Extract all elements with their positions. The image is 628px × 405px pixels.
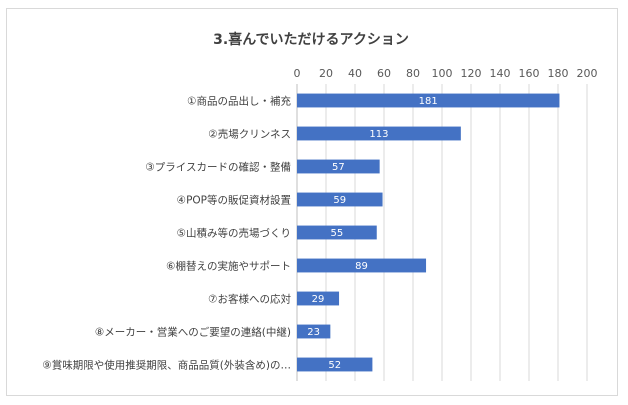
chart-frame: 3.喜んでいただけるアクション 0 20 40 60 80 100 120 140 160 180…: [6, 8, 618, 396]
category-label: ⑧メーカー・営業へのご要望の連絡(中継): [95, 326, 291, 339]
category-label: ①商品の品出し・補充: [187, 95, 291, 108]
data-label: 29: [312, 294, 325, 305]
bar: [297, 159, 380, 174]
bar: [297, 258, 427, 273]
value-labels: 181 113 57 59 55 89 29 23 52: [307, 96, 437, 371]
bars: [297, 93, 560, 372]
data-label: 181: [419, 96, 438, 107]
category-labels: ①商品の品出し・補充 ②売場クリンネス ③プライスカードの確認・整備 ④POP等の販促…: [42, 95, 291, 372]
x-tick-label: 40: [348, 67, 362, 80]
bar: [297, 357, 373, 372]
data-label: 57: [332, 162, 345, 173]
category-label: ⑦お客様への応対: [208, 293, 291, 306]
bar: [297, 93, 560, 108]
bar: [297, 192, 383, 207]
bar: [297, 291, 340, 306]
category-label: ⑨賞味期限や使用推奨期限、商品品質(外装含め)の…: [42, 359, 291, 372]
data-label: 55: [331, 228, 344, 239]
category-label: ②売場クリンネス: [208, 128, 291, 141]
category-label: ⑥棚替えの実施やサポート: [166, 260, 291, 273]
x-tick-label: 120: [461, 67, 482, 80]
bar: [297, 225, 377, 240]
category-label: ⑤山積み等の売場づくり: [177, 227, 291, 240]
bar: [297, 324, 331, 339]
x-tick-label: 160: [519, 67, 540, 80]
x-axis-ticks: 0 20 40 60 80 100 120 140 160 180 200: [294, 67, 598, 80]
x-tick-label: 0: [294, 67, 301, 80]
x-tick-label: 80: [406, 67, 420, 80]
bar: [297, 126, 461, 141]
data-label: 113: [369, 129, 388, 140]
chart-title: 3.喜んでいただけるアクション: [213, 31, 409, 48]
x-tick-label: 20: [319, 67, 333, 80]
x-tick-label: 180: [548, 67, 569, 80]
x-tick-label: 200: [577, 67, 598, 80]
bar-chart: 3.喜んでいただけるアクション 0 20 40 60 80 100 120 140 160 180…: [42, 31, 598, 381]
data-label: 52: [328, 360, 341, 371]
category-label: ④POP等の販促資材設置: [177, 194, 291, 207]
category-label: ③プライスカードの確認・整備: [145, 161, 291, 174]
data-label: 23: [307, 327, 320, 338]
data-label: 89: [355, 261, 368, 272]
x-tick-label: 100: [432, 67, 453, 80]
data-label: 59: [333, 195, 346, 206]
x-tick-label: 60: [377, 67, 391, 80]
x-tick-label: 140: [490, 67, 511, 80]
